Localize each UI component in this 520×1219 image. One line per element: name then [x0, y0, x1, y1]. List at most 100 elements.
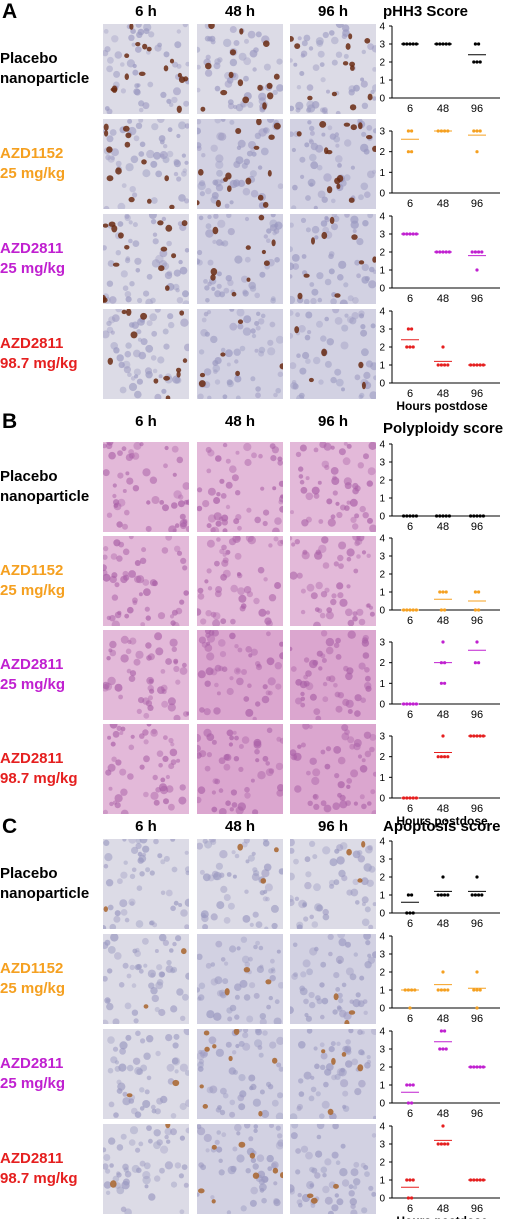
nucleus: [268, 968, 274, 974]
nucleus: [309, 1166, 315, 1173]
nucleus: [256, 965, 264, 973]
nucleus: [128, 898, 136, 906]
nucleus: [314, 551, 323, 560]
nucleus: [322, 562, 330, 569]
nucleus: [350, 516, 357, 523]
nucleus: [229, 119, 235, 125]
nucleus: [220, 618, 227, 625]
micrograph-tile: [288, 532, 376, 630]
y-tick-label: 2: [379, 968, 385, 979]
nucleus: [147, 81, 154, 88]
row-label: AZD1152 25 mg/kg: [0, 959, 104, 999]
nucleus: [110, 741, 116, 747]
nucleus: [128, 34, 135, 41]
nucleus: [178, 903, 183, 907]
nucleus: [319, 982, 325, 988]
nucleus: [128, 452, 135, 459]
nucleus: [290, 1132, 298, 1140]
nucleus: [202, 924, 209, 930]
nucleus: [107, 155, 115, 163]
y-tick-label: 4: [379, 1122, 385, 1133]
nucleus: [216, 1146, 223, 1153]
nucleus: [349, 999, 354, 1004]
nucleus: [305, 476, 310, 481]
nucleus: [122, 548, 130, 556]
nucleus: [117, 450, 123, 456]
nucleus: [214, 179, 222, 187]
nucleus: [235, 806, 244, 815]
nucleus: [234, 983, 242, 991]
nucleus: [222, 1092, 229, 1099]
nucleus: [341, 324, 349, 332]
nucleus: [324, 278, 332, 286]
nucleus: [292, 383, 299, 390]
nucleus: [231, 802, 238, 808]
nucleus: [320, 107, 325, 113]
nucleus: [335, 501, 340, 506]
nucleus: [184, 248, 190, 253]
nucleus: [314, 946, 319, 952]
nucleus: [293, 858, 299, 865]
nucleus: [234, 735, 239, 741]
x-tick-label: 6: [407, 293, 413, 305]
stained-nucleus: [181, 220, 188, 227]
nucleus: [198, 215, 204, 221]
nucleus: [354, 513, 360, 519]
x-tick-label: 96: [471, 521, 483, 533]
nucleus: [229, 676, 234, 681]
nucleus: [294, 896, 300, 901]
y-tick-label: 4: [379, 307, 385, 318]
nucleus: [124, 613, 130, 619]
nucleus: [361, 918, 370, 927]
nucleus: [109, 129, 117, 136]
nucleus: [240, 936, 248, 943]
nucleus: [352, 229, 357, 233]
data-point: [405, 911, 409, 915]
data-point: [410, 1196, 414, 1200]
row-label-line2: 25 mg/kg: [0, 165, 66, 182]
nucleus: [165, 1034, 173, 1042]
nucleus: [182, 482, 191, 490]
nucleus: [155, 1050, 161, 1057]
data-point: [470, 250, 474, 254]
nucleus: [146, 676, 155, 685]
nucleus: [270, 297, 276, 304]
nucleus: [206, 523, 212, 529]
nucleus: [277, 784, 285, 792]
nucleus: [223, 763, 231, 771]
tissue-background: [103, 1124, 189, 1214]
stained-nucleus: [198, 380, 206, 388]
nucleus: [368, 924, 374, 930]
nucleus: [306, 1028, 313, 1034]
nucleus: [169, 748, 178, 757]
nucleus: [120, 788, 128, 796]
panel-letter: C: [2, 815, 18, 838]
stained-nucleus: [228, 71, 234, 79]
nucleus: [237, 572, 243, 579]
nucleus: [223, 917, 231, 924]
nucleus: [309, 659, 318, 669]
stained-nucleus: [310, 1197, 318, 1204]
nucleus: [163, 144, 168, 149]
nucleus: [130, 376, 136, 381]
nucleus: [320, 591, 328, 598]
nucleus: [179, 599, 185, 605]
nucleus: [158, 374, 163, 379]
nucleus: [104, 46, 111, 53]
nucleus: [114, 794, 123, 803]
nucleus: [296, 353, 301, 358]
nucleus: [371, 1191, 377, 1197]
nucleus: [310, 161, 319, 170]
nucleus: [330, 514, 336, 520]
nucleus: [173, 658, 179, 664]
nucleus: [345, 941, 351, 948]
nucleus: [362, 999, 368, 1004]
nucleus: [215, 160, 224, 169]
data-point: [406, 150, 410, 154]
data-point: [441, 734, 445, 738]
nucleus: [358, 313, 365, 319]
row-label-line1: Placebo: [0, 865, 58, 882]
data-point: [411, 911, 415, 915]
nucleus: [336, 1041, 341, 1046]
nucleus: [215, 520, 222, 527]
